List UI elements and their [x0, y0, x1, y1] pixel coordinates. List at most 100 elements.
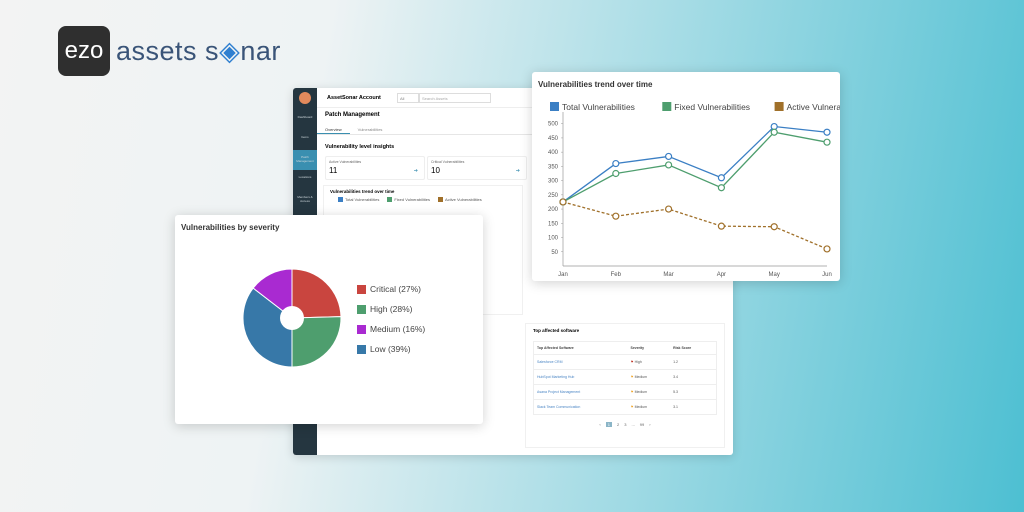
y-tick-label: 350 [548, 164, 559, 170]
ezo-badge: ezo [58, 26, 110, 76]
top-bar: AssetSonar Account All Search Assets [317, 88, 733, 108]
legend-item: Total Vulnerabilities [550, 102, 635, 112]
pie-slice [252, 268, 293, 320]
pie-chart [242, 268, 342, 368]
x-tick-label: Jun [822, 272, 832, 278]
y-tick-label: 150 [548, 221, 559, 227]
y-tick-label: 500 [548, 122, 559, 128]
x-tick-label: May [769, 272, 780, 278]
severity-pie-card: Vulnerabilities by severity Critical (27… [175, 215, 483, 424]
sidebar-item[interactable]: Members & Access [297, 195, 313, 203]
series-line [562, 125, 828, 203]
legend-label: High (28%) [370, 304, 413, 314]
legend-swatch [357, 304, 366, 314]
legend-swatch [357, 324, 366, 334]
sonar-icon: ◈ [219, 35, 241, 66]
page-link[interactable]: 99 [639, 422, 645, 427]
arrow-icon: ➔ [515, 168, 520, 174]
legend-item: Active Vulnerabilities [774, 102, 840, 112]
data-point [717, 222, 725, 230]
y-tick-label: 400 [548, 150, 559, 156]
tab-overview[interactable]: Overview [317, 125, 350, 134]
data-point [612, 159, 620, 168]
sidebar-item[interactable]: Dashboard [297, 115, 313, 119]
kpi-card[interactable]: Active Vulnerabilities 11 ➔ [325, 156, 425, 180]
data-point [770, 128, 778, 136]
page-link[interactable]: 3 [624, 422, 627, 427]
kpi-card[interactable]: Critical Vulnerabilities 10 ➔ [427, 156, 527, 180]
y-tick-label: 450 [548, 136, 559, 142]
tab-vulnerabilities[interactable]: Vulnerabilities [357, 127, 383, 132]
data-point [770, 223, 778, 231]
x-tick-label: Mar [663, 272, 673, 278]
y-tick-label: 50 [551, 250, 558, 256]
table-row: Asana Project Management ⚑ Medium 5.3 [533, 384, 717, 400]
sidebar-item[interactable]: Items [301, 135, 309, 139]
flag-icon: ⚑ [630, 390, 635, 394]
pie-hole [280, 306, 304, 330]
legend-label: Active Vulnerabilities [787, 102, 840, 112]
pie-slice [242, 287, 293, 368]
flag-icon: ⚑ [630, 405, 635, 409]
pie-slice [291, 316, 342, 368]
x-tick-label: Feb [611, 272, 622, 278]
legend-label: Low (39%) [370, 344, 411, 354]
legend-label: Total Vulnerabilities [562, 102, 635, 112]
filter-select[interactable]: All [397, 92, 419, 103]
data-point [717, 184, 725, 192]
data-point [665, 205, 673, 213]
avatar[interactable] [299, 92, 311, 104]
x-tick-label: Jan [558, 272, 568, 278]
chart-title: Vulnerabilities by severity [181, 223, 280, 232]
pagination: ‹ 1 2 3 ... 99 › [599, 422, 651, 427]
sidebar-item[interactable]: Locations [298, 175, 312, 179]
legend-swatch [357, 284, 366, 294]
prev-page-icon[interactable]: ‹ [599, 422, 601, 427]
data-point [823, 245, 831, 253]
next-page-icon[interactable]: › [649, 422, 651, 427]
data-point [717, 174, 725, 182]
legend-swatch [550, 102, 559, 111]
brand-name: assets [116, 35, 198, 66]
search-input[interactable]: Search Assets [419, 92, 491, 103]
chart-title: Vulnerabilities trend over time [538, 80, 653, 89]
data-point [665, 161, 673, 169]
top-affected-software-card: Top affected software Top Affected Softw… [525, 323, 725, 448]
trend-chart: Total Vulnerabilities Fixed Vulnerabiliti… [548, 102, 840, 278]
legend-label: Fixed Vulnerabilities [674, 102, 750, 112]
page-link[interactable]: 2 [616, 422, 620, 427]
x-tick-label: Apr [717, 272, 726, 278]
account-name: AssetSonar Account [327, 94, 381, 101]
legend-item: Low (39%) [357, 344, 425, 354]
data-point [823, 138, 831, 146]
page-title: Patch Management [325, 112, 380, 118]
brand-logo: ezo assets s◈nar [58, 26, 281, 76]
legend-item: Medium (16%) [357, 324, 425, 334]
legend-label: Medium (16%) [370, 324, 426, 334]
y-tick-label: 100 [548, 236, 559, 242]
data-point [665, 152, 673, 161]
arrow-icon: ➔ [413, 168, 418, 174]
y-tick-label: 250 [548, 193, 559, 199]
legend-item: Critical (27%) [357, 284, 425, 294]
pie-slice [291, 268, 342, 319]
y-tick-label: 200 [548, 207, 559, 213]
data-point [559, 198, 567, 206]
series-line [562, 131, 828, 203]
sidebar-item[interactable]: Patch Management [293, 150, 317, 170]
table-row: Slack Team Communication ⚑ Medium 3.1 [533, 399, 717, 415]
data-point [823, 128, 831, 136]
flag-icon: ⚑ [630, 360, 635, 364]
data-point [612, 169, 620, 178]
legend-item: Fixed Vulnerabilities [662, 102, 750, 112]
legend-item: High (28%) [357, 304, 425, 314]
software-table: Top Affected Software Severity Risk Score … [533, 341, 717, 415]
y-tick-label: 300 [548, 179, 559, 185]
data-point [612, 212, 620, 220]
legend-swatch [662, 102, 672, 111]
page-link[interactable]: 1 [605, 422, 612, 427]
trend-chart-card: Vulnerabilities trend over time Total Vu… [532, 72, 840, 281]
flag-icon: ⚑ [630, 375, 635, 379]
legend-swatch [357, 344, 366, 354]
table-row: Salesforce CRM ⚑ High 1.2 [533, 354, 717, 370]
